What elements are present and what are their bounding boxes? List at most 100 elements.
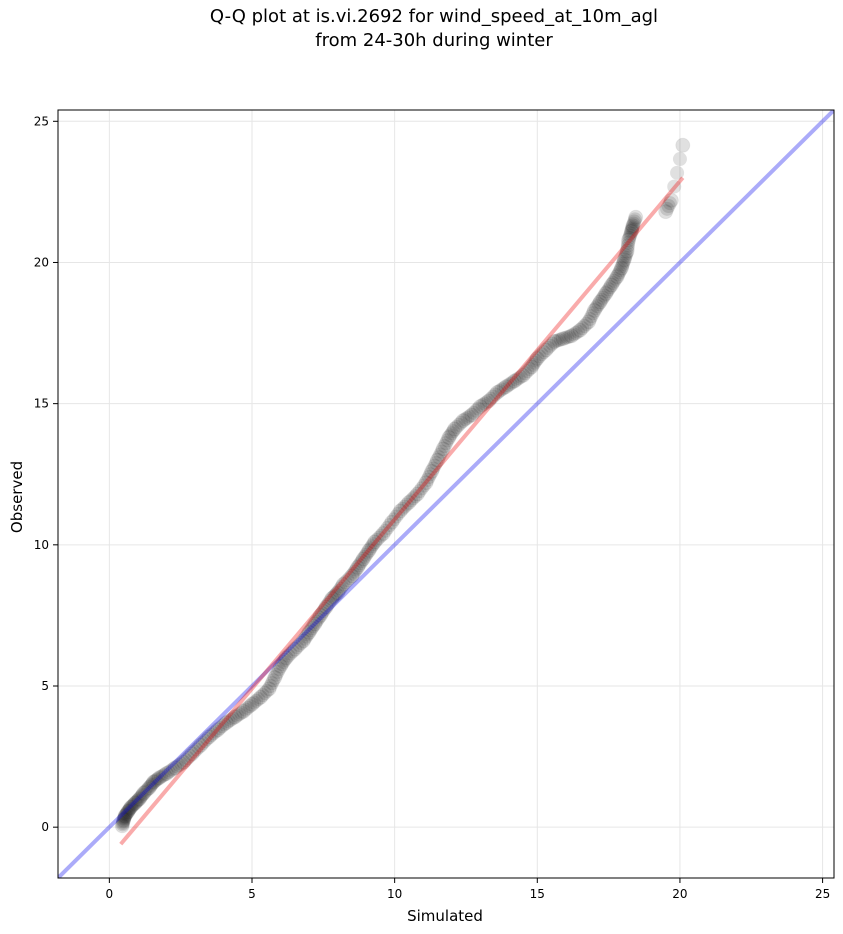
qq-point <box>116 814 131 829</box>
qq-point <box>526 357 541 372</box>
qq-point <box>543 338 558 353</box>
qq-point <box>292 638 307 653</box>
qq-point <box>616 252 632 268</box>
qq-point <box>316 604 331 619</box>
qq-point <box>197 734 212 749</box>
x-axis: 0 5 10 15 20 25 <box>106 878 830 901</box>
qq-point <box>475 398 490 413</box>
qq-point <box>374 528 389 543</box>
qq-point <box>620 241 635 256</box>
qq-point <box>317 602 332 617</box>
qq-point <box>274 657 289 672</box>
qq-point <box>218 715 234 731</box>
qq-point <box>283 646 298 661</box>
qq-point <box>201 729 217 745</box>
plot-frame <box>57 109 835 879</box>
qq-point <box>435 441 451 457</box>
qq-point <box>327 588 342 603</box>
qq-point <box>621 232 637 248</box>
qq-point <box>204 728 219 743</box>
qq-point <box>133 790 148 805</box>
qq-point <box>486 389 501 404</box>
qq-point <box>538 342 554 358</box>
qq-point <box>464 407 480 423</box>
qq-point <box>242 699 257 714</box>
qq-point <box>546 334 562 350</box>
qq-point <box>174 756 189 771</box>
qq-point <box>135 787 150 802</box>
qq-point <box>261 681 277 697</box>
qq-point <box>120 805 135 820</box>
plot-area <box>58 110 834 878</box>
qq-point <box>598 286 614 302</box>
qq-point <box>498 379 514 395</box>
x-axis-label: Simulated <box>407 907 483 925</box>
qq-point <box>613 260 629 276</box>
qq-point <box>513 369 528 384</box>
chart-subtitle: from 24-30h during winter <box>315 30 553 51</box>
qq-point <box>307 616 323 632</box>
qq-point <box>363 541 378 556</box>
qq-point <box>289 640 304 655</box>
qq-point <box>335 576 351 592</box>
qq-point <box>431 450 446 465</box>
qq-point <box>568 326 583 341</box>
qq-point <box>412 484 427 499</box>
x-tick-label: 25 <box>815 887 830 901</box>
qq-point <box>449 419 464 434</box>
qq-point <box>625 221 640 236</box>
qq-point <box>501 378 516 393</box>
qq-point <box>301 624 317 640</box>
qq-point <box>344 568 360 584</box>
qq-point <box>120 804 136 820</box>
qq-point <box>509 372 524 387</box>
qq-point <box>140 782 155 797</box>
reference-lines <box>58 110 834 878</box>
y-tick-label: 25 <box>34 114 49 128</box>
qq-point <box>441 430 457 446</box>
qq-point <box>238 702 253 717</box>
qq-point <box>414 481 429 496</box>
qq-point <box>167 760 183 776</box>
reference-line-fit <box>119 176 685 846</box>
qq-point <box>586 302 602 318</box>
qq-point <box>227 709 243 725</box>
qq-point <box>429 452 445 468</box>
qq-point <box>225 711 240 726</box>
qq-point <box>612 265 627 280</box>
qq-point <box>575 321 590 336</box>
qq-point <box>141 780 157 796</box>
qq-point <box>326 590 341 605</box>
qq-point <box>124 799 139 814</box>
qq-point <box>618 250 633 265</box>
qq-point <box>170 759 185 774</box>
qq-point <box>118 807 133 822</box>
qq-point <box>355 551 371 567</box>
qq-point <box>675 137 691 153</box>
qq-point <box>116 812 131 827</box>
qq-point <box>423 467 438 482</box>
qq-point <box>115 817 130 832</box>
qq-point <box>540 340 555 355</box>
qq-point <box>330 585 346 601</box>
qq-point <box>353 556 368 571</box>
qq-point <box>585 306 600 321</box>
qq-point <box>600 284 615 299</box>
qq-point <box>332 583 347 598</box>
qq-point <box>667 179 682 194</box>
qq-point <box>437 439 452 453</box>
qq-point <box>391 506 406 521</box>
qq-point <box>472 398 488 414</box>
qq-point <box>529 350 545 366</box>
qq-point <box>145 776 160 791</box>
qq-point <box>611 267 626 282</box>
x-tick-label: 0 <box>106 887 114 901</box>
qq-point <box>570 324 585 339</box>
qq-point <box>182 748 197 763</box>
qq-point <box>608 271 623 286</box>
qq-point <box>117 809 132 824</box>
qq-point <box>123 799 139 815</box>
qq-point <box>622 230 637 245</box>
qq-point <box>347 564 362 579</box>
qq-point <box>180 751 195 765</box>
